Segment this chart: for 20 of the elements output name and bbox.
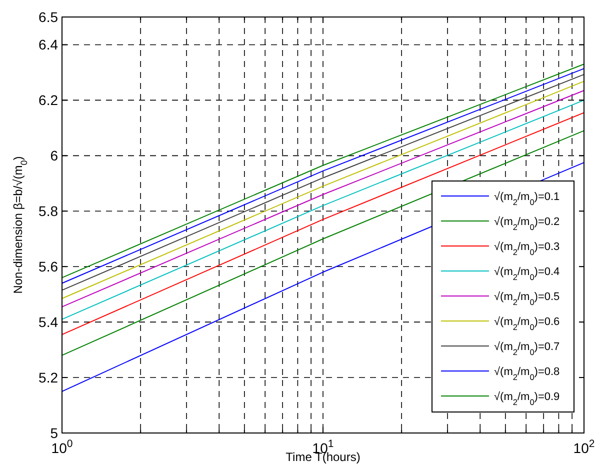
legend-label: √(m$_{2}$/m$_{0}$)=0.3 bbox=[494, 241, 560, 256]
y-tick-label: 5 bbox=[50, 425, 58, 441]
legend-label: √(m$_{2}$/m$_{0}$)=0.6 bbox=[494, 316, 560, 332]
legend-label: √(m$_{2}$/m$_{0}$)=0.8 bbox=[494, 366, 560, 382]
y-tick-label: 6.2 bbox=[38, 92, 58, 108]
x-tick-label: 10$^{2}$ bbox=[573, 438, 595, 456]
legend-label: √(m$_{2}$/m$_{0}$)=0.5 bbox=[494, 291, 560, 306]
y-tick-label: 5.2 bbox=[38, 370, 58, 386]
y-tick-label: 6.5 bbox=[38, 9, 58, 25]
legend-label: √(m$_{2}$/m$_{0}$)=0.1 bbox=[494, 191, 560, 206]
x-tick-label: 10$^{0}$ bbox=[51, 438, 73, 456]
y-tick-label: 6.4 bbox=[38, 36, 58, 53]
legend-label: √(m$_{2}$/m$_{0}$)=0.7 bbox=[494, 341, 560, 356]
y-tick-label: 6 bbox=[50, 148, 58, 164]
legend-label: √(m$_{2}$/m$_{0}$)=0.2 bbox=[494, 216, 560, 232]
y-tick-label: 5.8 bbox=[38, 203, 58, 220]
legend-label: √(m$_{2}$/m$_{0}$)=0.9 bbox=[494, 391, 560, 406]
y-tick-label: 5.6 bbox=[38, 258, 58, 275]
y-tick-label: 5.4 bbox=[38, 314, 58, 330]
legend-label: √(m$_{2}$/m$_{0}$)=0.4 bbox=[494, 266, 560, 282]
